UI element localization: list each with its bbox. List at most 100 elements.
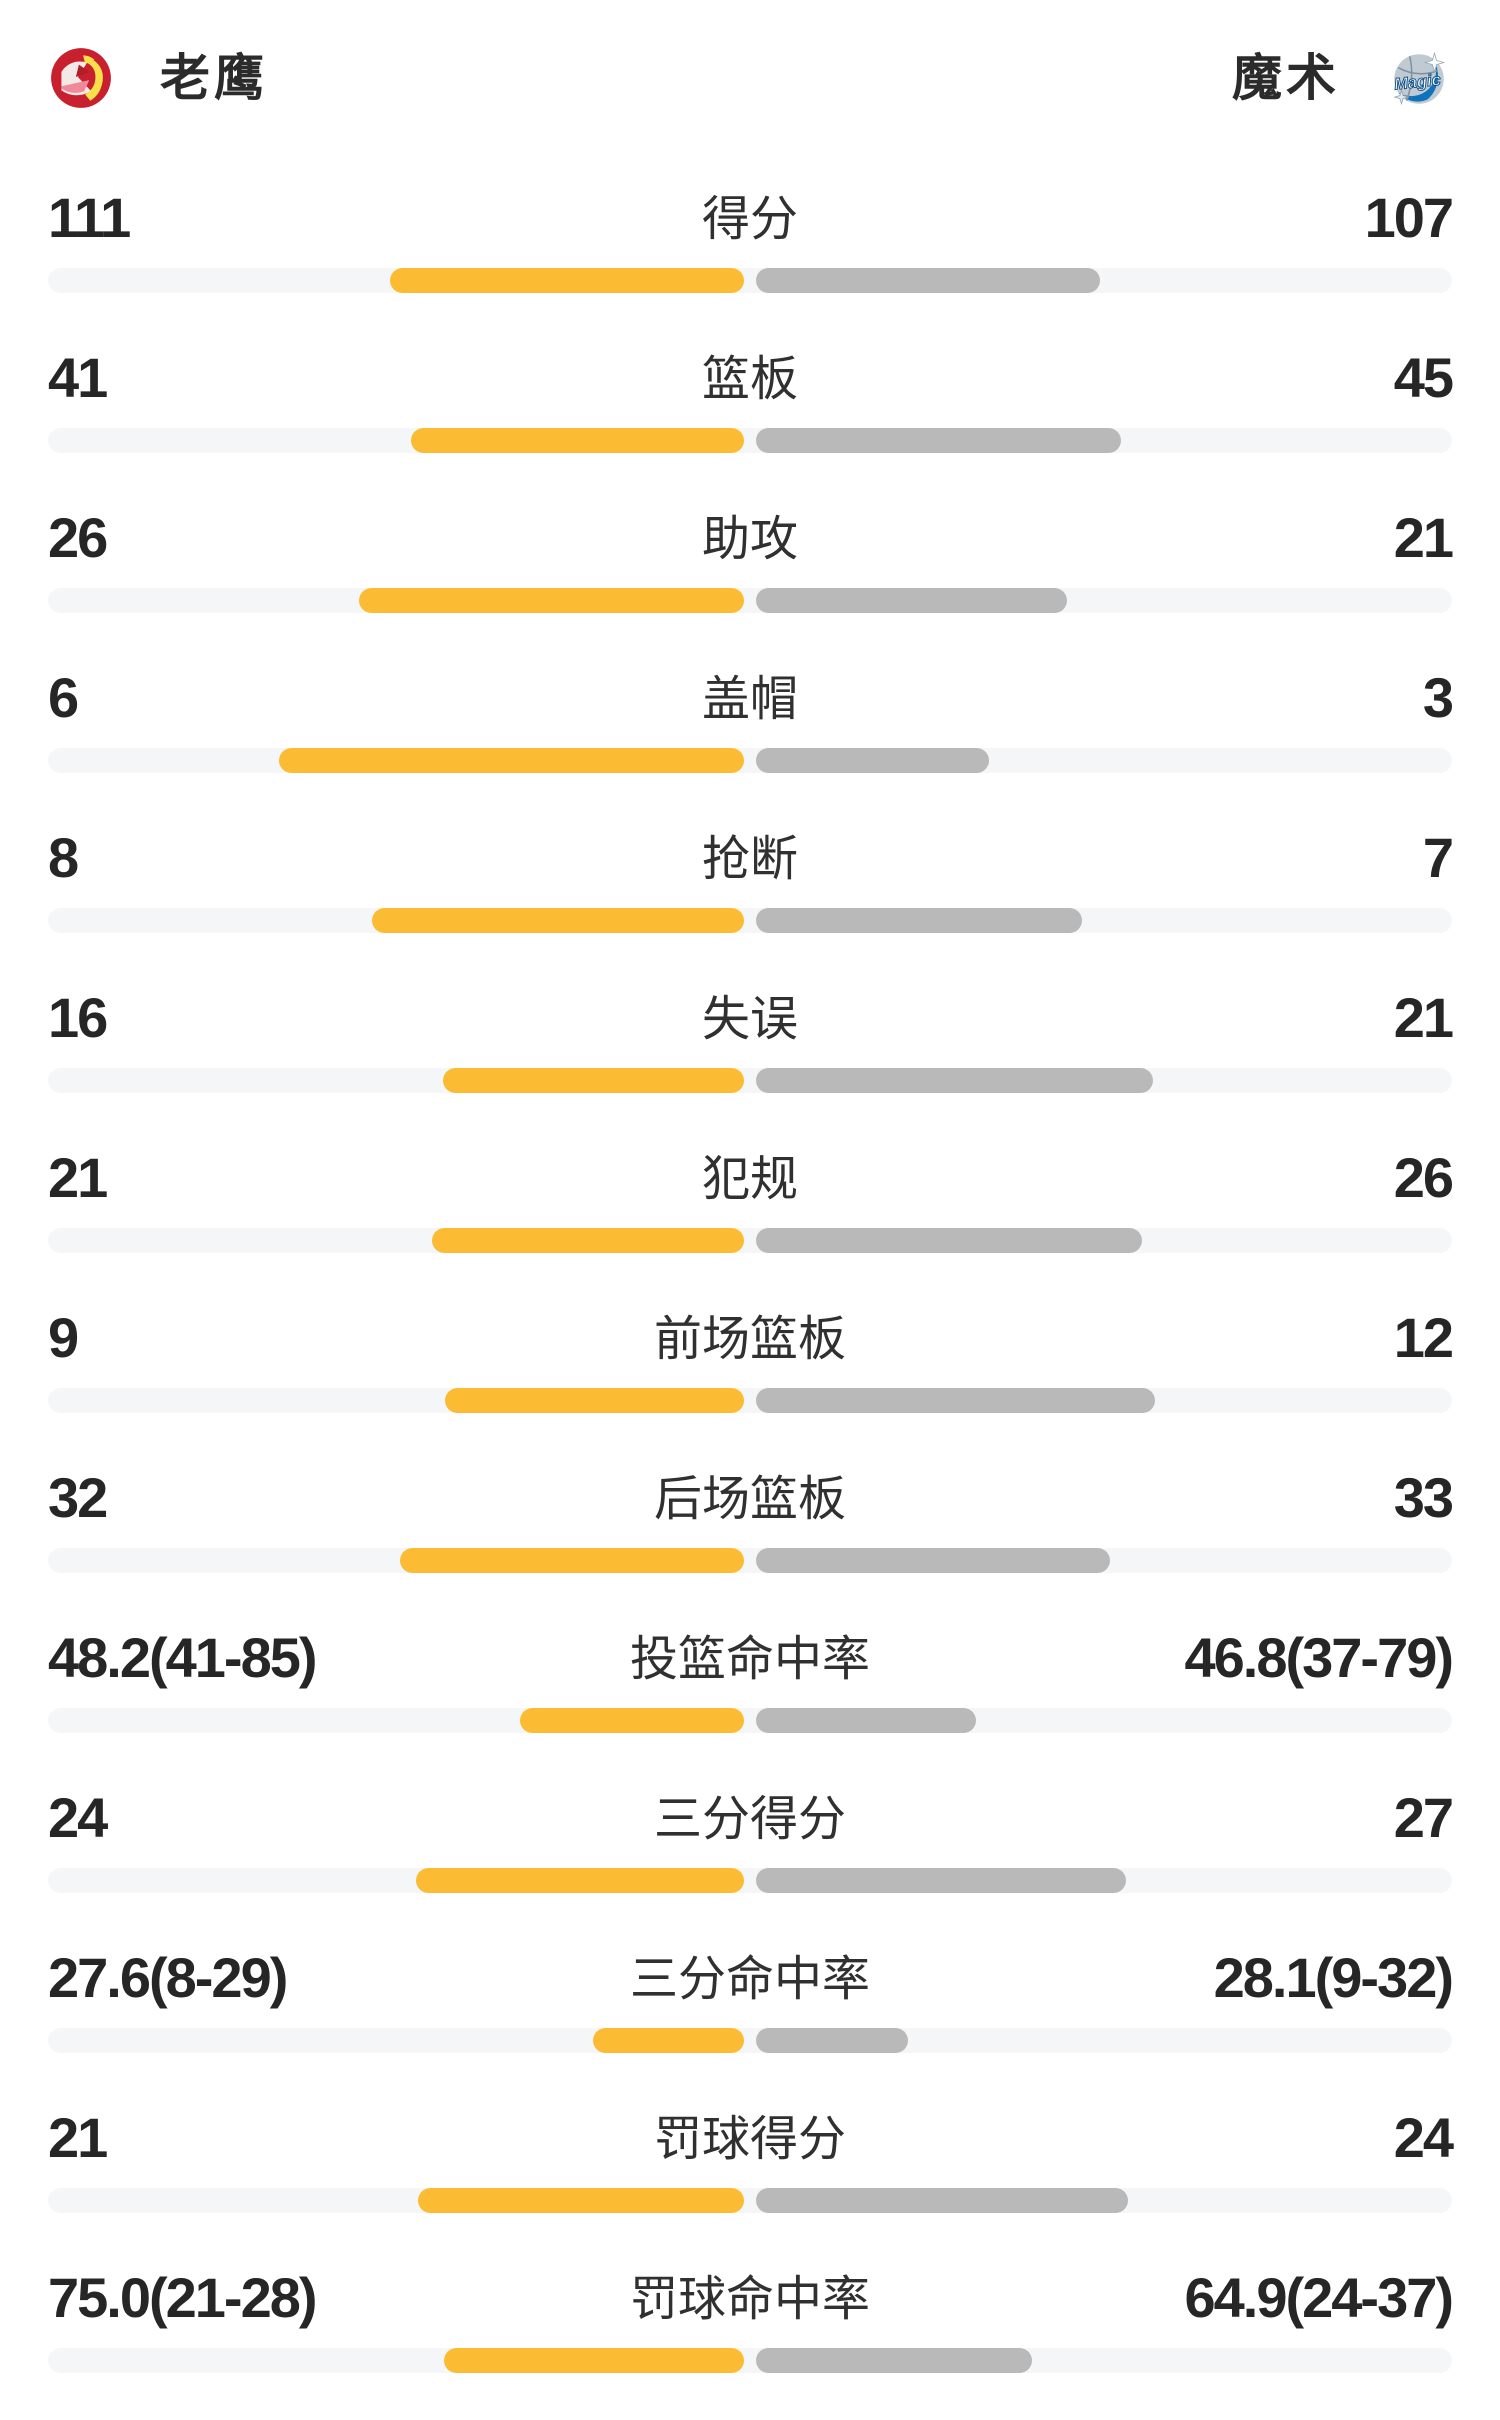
away-bar — [756, 2188, 1128, 2213]
home-value: 21 — [48, 2106, 108, 2169]
home-bar — [359, 588, 744, 613]
stat-label: 后场篮板 — [653, 1473, 846, 1526]
hawks-logo-icon — [48, 45, 114, 111]
away-bar-area — [756, 2188, 1452, 2213]
stat-label: 罚球命中率 — [629, 2273, 870, 2326]
away-bar — [756, 1228, 1143, 1253]
away-bar — [756, 1868, 1127, 1893]
home-bar — [432, 1228, 744, 1253]
stat-label: 三分得分 — [653, 1793, 846, 1846]
home-bar-area — [48, 1388, 744, 1413]
away-bar-area — [756, 588, 1452, 613]
stats-list[interactable]: 111 得分 107 41 篮板 45 26 助攻 21 — [0, 180, 1500, 2420]
home-value: 8 — [48, 826, 79, 889]
home-team-header: 老鹰 — [48, 45, 268, 111]
away-bar-area — [756, 2028, 1452, 2053]
home-bar-area — [48, 588, 744, 613]
away-bar-area — [756, 1548, 1452, 1573]
away-bar — [756, 1388, 1155, 1413]
home-bar — [519, 1708, 744, 1733]
home-value: 24 — [48, 1786, 108, 1849]
stat-row: 32 后场篮板 33 — [0, 1460, 1500, 1620]
home-bar-area — [48, 1548, 744, 1573]
away-bar-area — [756, 748, 1452, 773]
away-bar-area — [756, 1708, 1452, 1733]
stat-label: 三分命中率 — [629, 1953, 870, 2006]
stat-row: 48.2(41-85) 投篮命中率 46.8(37-79) — [0, 1620, 1500, 1780]
stat-row: 27.6(8-29) 三分命中率 28.1(9-32) — [0, 1940, 1500, 2100]
stat-bar-track — [48, 1068, 1452, 1093]
away-bar — [756, 1068, 1153, 1093]
away-team-header: 魔术 Magic — [1232, 45, 1452, 111]
home-bar — [418, 2188, 744, 2213]
away-value: 64.9(24-37) — [1184, 2266, 1454, 2329]
stat-row: 26 助攻 21 — [0, 500, 1500, 660]
svg-text:Magic: Magic — [1393, 71, 1441, 94]
home-bar — [400, 1548, 744, 1573]
away-bar — [756, 588, 1068, 613]
stat-label: 犯规 — [701, 1153, 798, 1206]
away-bar-area — [756, 1868, 1452, 1893]
stat-label: 罚球得分 — [653, 2113, 846, 2166]
home-bar-area — [48, 1708, 744, 1733]
away-value: 21 — [1393, 986, 1454, 1049]
home-team-name: 老鹰 — [160, 50, 268, 106]
home-value: 75.0(21-28) — [48, 2266, 318, 2329]
away-value: 7 — [1422, 826, 1454, 889]
home-bar — [372, 908, 744, 933]
home-bar-area — [48, 1068, 744, 1093]
stat-row: 6 盖帽 3 — [0, 660, 1500, 820]
stat-label: 篮板 — [701, 353, 798, 406]
home-bar — [389, 268, 744, 293]
stat-row: 75.0(21-28) 罚球命中率 64.9(24-37) — [0, 2260, 1500, 2420]
home-bar — [444, 1388, 744, 1413]
home-bar — [411, 428, 744, 453]
stat-label: 抢断 — [701, 833, 798, 886]
stat-label: 前场篮板 — [653, 1313, 846, 1366]
home-bar-area — [48, 2028, 744, 2053]
stat-row: 21 罚球得分 24 — [0, 2100, 1500, 2260]
away-bar-area — [756, 1068, 1452, 1093]
away-bar-area — [756, 908, 1452, 933]
stat-bar-track — [48, 2028, 1452, 2053]
away-bar-area — [756, 1228, 1452, 1253]
away-bar — [756, 268, 1100, 293]
stat-label: 失误 — [701, 993, 798, 1046]
home-bar — [443, 1068, 744, 1093]
away-bar-area — [756, 428, 1452, 453]
match-header: 老鹰 魔术 Magic — [48, 42, 1452, 114]
home-bar-area — [48, 1868, 744, 1893]
home-value: 6 — [48, 666, 79, 729]
away-value: 12 — [1393, 1306, 1454, 1369]
stat-row: 9 前场篮板 12 — [0, 1300, 1500, 1460]
magic-logo-icon: Magic — [1386, 45, 1452, 111]
stat-label: 盖帽 — [701, 673, 798, 726]
stat-bar-track — [48, 2188, 1452, 2213]
stat-bar-track — [48, 428, 1452, 453]
away-value: 26 — [1393, 1146, 1454, 1209]
stat-label: 得分 — [701, 193, 798, 246]
away-value: 27 — [1393, 1786, 1454, 1849]
stat-bar-track — [48, 268, 1452, 293]
away-bar — [756, 1708, 976, 1733]
stat-bar-track — [48, 588, 1452, 613]
home-value: 32 — [48, 1466, 108, 1529]
stat-bar-track — [48, 2348, 1452, 2373]
away-bar — [756, 428, 1121, 453]
away-bar-area — [756, 2348, 1452, 2373]
home-value: 26 — [48, 506, 108, 569]
stat-bar-track — [48, 1228, 1452, 1253]
stat-row: 111 得分 107 — [0, 180, 1500, 340]
away-team-name: 魔术 — [1232, 50, 1340, 106]
away-value: 3 — [1422, 666, 1454, 729]
stat-row: 16 失误 21 — [0, 980, 1500, 1140]
home-bar — [416, 1868, 744, 1893]
away-bar — [756, 2348, 1033, 2373]
stat-row: 21 犯规 26 — [0, 1140, 1500, 1300]
stat-bar-track — [48, 1388, 1452, 1413]
home-bar-area — [48, 1228, 744, 1253]
home-value: 9 — [48, 1306, 79, 1369]
home-bar — [444, 2348, 744, 2373]
home-value: 48.2(41-85) — [48, 1626, 318, 1689]
